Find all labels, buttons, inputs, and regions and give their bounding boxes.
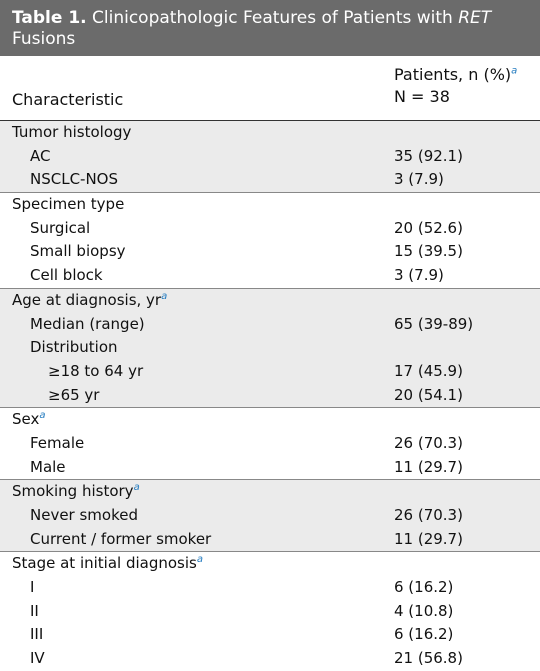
row-label: Median (range): [30, 314, 145, 333]
table-row: Small biopsy 15 (39.5): [0, 240, 540, 264]
patients-label: Patients, n (%): [394, 65, 512, 84]
group-label: Specimen type: [12, 193, 124, 217]
table-row: Male 11 (29.7): [0, 456, 540, 480]
table-row: ≥65 yr 20 (54.1): [0, 384, 540, 408]
column-header-characteristic: Characteristic: [12, 90, 124, 109]
table-row: ≥18 to 64 yr 17 (45.9): [0, 360, 540, 384]
table-row: Female 26 (70.3): [0, 432, 540, 456]
table-title-gene: RET: [458, 8, 492, 28]
group-label-text: Age at diagnosis, yr: [12, 290, 162, 309]
table-title-tail: Fusions: [12, 29, 76, 49]
table-row: III 6 (16.2): [0, 623, 540, 647]
group-label-text: Tumor histology: [12, 123, 132, 141]
table-body: Tumor histology AC 35 (92.1) NSCLC-NOS 3 (7.…: [0, 121, 540, 671]
row-value: 6 (16.2): [394, 625, 454, 644]
row-value: 3 (7.9): [394, 170, 444, 189]
table-row: IV 21 (56.8): [0, 647, 540, 671]
row-value: 35 (92.1): [394, 146, 463, 165]
column-header-patients: Patients, n (%)a N = 38: [394, 64, 517, 108]
footnote-marker: a: [133, 482, 140, 494]
row-label: Male: [30, 457, 66, 476]
row-value: 17 (45.9): [394, 361, 463, 380]
table-row: Distribution: [0, 336, 540, 360]
row-value: 20 (54.1): [394, 385, 463, 404]
row-label: Surgical: [30, 218, 91, 237]
row-label: Distribution: [30, 338, 118, 357]
group-label: Smoking historya: [12, 480, 140, 504]
row-label: ≥18 to 64 yr: [48, 361, 144, 380]
group-header-row: Smoking historya: [0, 480, 540, 504]
row-label: I: [30, 578, 35, 597]
row-value: 11 (29.7): [394, 457, 463, 476]
group-label-text: Sex: [12, 410, 40, 429]
row-label: ≥65 yr: [48, 385, 100, 404]
row-label: AC: [30, 146, 51, 165]
footnote-marker: a: [161, 290, 168, 302]
row-value: 26 (70.3): [394, 506, 463, 524]
group-label: Sexa: [12, 408, 46, 432]
row-value: 20 (52.6): [394, 218, 463, 237]
table-header: Characteristic Patients, n (%)a N = 38: [0, 56, 540, 121]
group-header-row: Specimen type: [0, 193, 540, 217]
table-number: Table 1.: [12, 8, 87, 28]
row-value: 21 (56.8): [394, 649, 463, 668]
row-group: Tumor histology AC 35 (92.1) NSCLC-NOS 3 (7.…: [0, 121, 540, 194]
table-row: Median (range) 65 (39-89): [0, 313, 540, 337]
row-label: II: [30, 601, 39, 620]
row-label: Cell block: [30, 266, 103, 285]
row-label: Small biopsy: [30, 242, 126, 261]
patients-total: N = 38: [394, 87, 450, 106]
row-label: Female: [30, 433, 85, 452]
row-label: NSCLC-NOS: [30, 170, 119, 189]
table-row: Surgical 20 (52.6): [0, 217, 540, 241]
table-row: I 6 (16.2): [0, 576, 540, 600]
table-row: AC 35 (92.1): [0, 145, 540, 169]
row-group: Sexa Female 26 (70.3) Male 11 (29.7): [0, 408, 540, 481]
group-label: Stage at initial diagnosisa: [12, 552, 203, 576]
row-label: III: [30, 625, 44, 644]
group-label-text: Stage at initial diagnosis: [12, 554, 197, 573]
row-value: 15 (39.5): [394, 242, 463, 261]
group-label: Age at diagnosis, yra: [12, 289, 167, 313]
group-label: Tumor histology: [12, 121, 131, 145]
group-label-text: Specimen type: [12, 195, 125, 214]
table-row: NSCLC-NOS 3 (7.9): [0, 168, 540, 192]
row-value: 4 (10.8): [394, 601, 454, 620]
row-label: Current / former smoker: [30, 529, 212, 548]
table-title: Table 1. Clinicopathologic Features of P…: [0, 0, 540, 56]
row-group: Age at diagnosis, yra Median (range) 65 (3…: [0, 288, 540, 409]
footnote-marker: a: [196, 554, 203, 566]
row-value: 11 (29.7): [394, 529, 463, 548]
group-header-row: Stage at initial diagnosisa: [0, 552, 540, 576]
row-label: Never smoked: [30, 506, 138, 524]
row-group: Stage at initial diagnosisa I 6 (16.2) II 4 …: [0, 552, 540, 671]
footnote-marker: a: [39, 410, 46, 422]
row-value: 6 (16.2): [394, 578, 454, 597]
table-row: Current / former smoker 11 (29.7): [0, 528, 540, 552]
group-header-row: Tumor histology: [0, 121, 540, 145]
table-title-text: Clinicopathologic Features of Patients w…: [86, 8, 459, 28]
table-row: Cell block 3 (7.9): [0, 264, 540, 288]
row-value: 3 (7.9): [394, 266, 444, 285]
row-group: Specimen type Surgical 20 (52.6) Small biop…: [0, 193, 540, 289]
group-label-text: Smoking history: [12, 482, 134, 501]
table-row: Never smoked 26 (70.3): [0, 504, 540, 528]
row-value: 65 (39-89): [394, 314, 474, 333]
row-group: Smoking historya Never smoked 26 (70.3) Cur…: [0, 480, 540, 553]
group-header-row: Age at diagnosis, yra: [0, 289, 540, 313]
group-header-row: Sexa: [0, 408, 540, 432]
row-value: 26 (70.3): [394, 433, 463, 452]
footnote-marker: a: [511, 65, 518, 77]
table-row: II 4 (10.8): [0, 600, 540, 624]
row-label: IV: [30, 649, 45, 668]
